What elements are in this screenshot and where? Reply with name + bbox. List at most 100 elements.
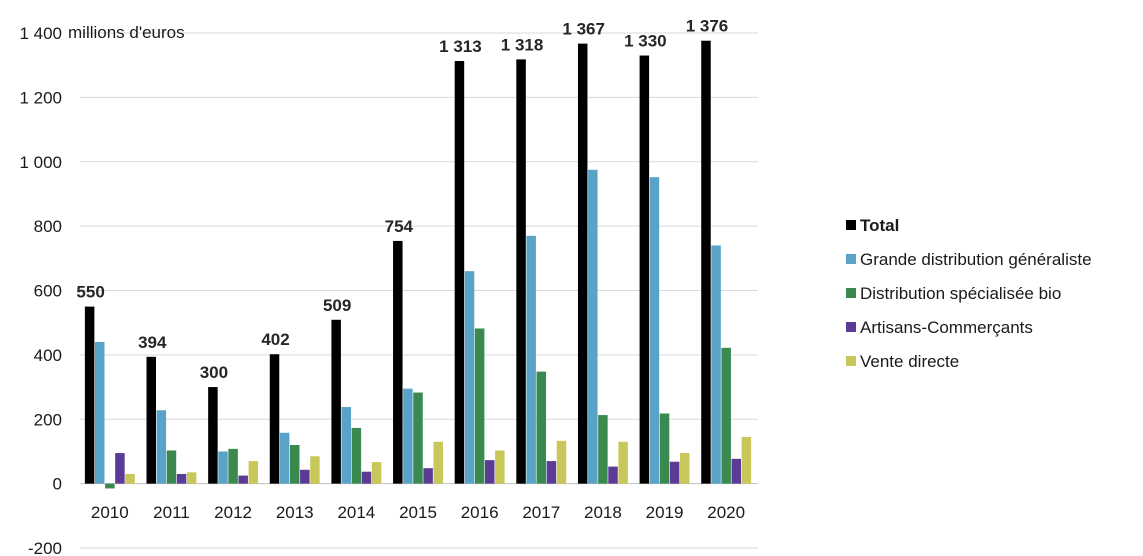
bar-grande-distribution-g-n-raliste-2018 [588,169,598,484]
data-labels: 550 394 300 402 509 754 1 313 1 318 1 367 1 330 1 … [76,17,728,382]
legend-entry: Grande distribution généraliste [860,250,1092,269]
y-tick-label: 400 [34,346,62,365]
data-label-2014: 509 [323,296,351,315]
bar-vente-directe-2012 [248,461,259,484]
bar-artisans-commer-ants-2020 [731,458,742,484]
data-label-2013: 402 [261,330,289,349]
y-tick-label: 1 200 [19,88,62,107]
bar-distribution-sp-cialis-e-bio-2016 [474,328,485,484]
y-tick-label: -200 [28,539,62,556]
legend-entry: Distribution spécialisée bio [860,284,1061,303]
data-label-2018: 1 367 [562,20,605,39]
y-tick-label: 600 [34,282,62,301]
bar-vente-directe-2017 [556,440,567,484]
x-tick-label-2017: 2017 [522,503,560,522]
bar-vente-directe-2014 [371,462,382,484]
y-tick-label: 1 400 [19,24,62,43]
bar-total-2020 [701,40,711,484]
y-tick-label: 800 [34,217,62,236]
bar-vente-directe-2015 [433,441,443,484]
bar-total-2010 [84,306,95,484]
bar-distribution-sp-cialis-e-bio-2014 [351,427,362,484]
x-tick-label-2020: 2020 [707,503,745,522]
bar-grande-distribution-g-n-raliste-2017 [526,235,536,484]
data-label-2017: 1 318 [501,35,544,54]
bar-distribution-sp-cialis-e-bio-2017 [536,371,547,484]
bar-grande-distribution-g-n-raliste-2015 [403,388,413,484]
bar-artisans-commer-ants-2018 [608,466,618,484]
bar-grande-distribution-g-n-raliste-2016 [464,271,475,484]
bar-distribution-sp-cialis-e-bio-2015 [413,392,423,484]
legend-swatch [846,220,856,230]
legend-entry: Vente directe [860,352,959,371]
bar-artisans-commer-ants-2017 [546,461,557,484]
bar-artisans-commer-ants-2016 [484,460,495,484]
bar-vente-directe-2016 [495,450,505,484]
bar-total-2017 [516,59,526,484]
y-tick-label: 200 [34,410,62,429]
bar-artisans-commer-ants-2012 [238,475,248,484]
bar-distribution-sp-cialis-e-bio-2013 [289,445,300,484]
x-tick-label-2013: 2013 [276,503,314,522]
bar-grande-distribution-g-n-raliste-2020 [711,245,721,484]
bar-grande-distribution-g-n-raliste-2012 [218,451,228,484]
legend-entry: Artisans-Commerçants [860,318,1033,337]
bar-artisans-commer-ants-2015 [423,468,433,484]
bar-artisans-commer-ants-2010 [115,453,125,484]
legend-swatch [846,356,856,366]
y-tick-label: 0 [53,475,62,494]
bar-total-2014 [331,319,341,484]
bar-vente-directe-2010 [125,473,135,484]
x-tick-label-2012: 2012 [214,503,252,522]
bar-artisans-commer-ants-2014 [361,471,372,484]
bar-grande-distribution-g-n-raliste-2014 [341,407,352,484]
bar-total-2013 [269,354,280,484]
bar-distribution-sp-cialis-e-bio-2010 [105,483,115,489]
bar-distribution-sp-cialis-e-bio-2011 [166,450,177,484]
legend-swatch [846,288,856,298]
bar-artisans-commer-ants-2013 [300,469,310,484]
bar-grande-distribution-g-n-raliste-2019 [649,177,660,484]
bar-artisans-commer-ants-2019 [669,461,680,484]
x-tick-label-2010: 2010 [91,503,129,522]
legend-swatch [846,254,856,264]
data-label-2012: 300 [200,363,228,382]
legend-entry: Total [860,216,899,235]
x-tick-label-2016: 2016 [461,503,499,522]
bar-vente-directe-2011 [186,472,197,484]
unit-label: millions d'euros [68,23,185,42]
bar-vente-directe-2020 [741,436,752,484]
y-axis-ticks: -200 0 200 400 600 800 1 000 1 200 1 400 [19,24,62,556]
x-tick-label-2019: 2019 [646,503,684,522]
data-label-2019: 1 330 [624,32,667,51]
bar-total-2015 [393,240,403,484]
bar-distribution-sp-cialis-e-bio-2012 [228,448,238,484]
bar-vente-directe-2013 [310,456,320,484]
bar-grande-distribution-g-n-raliste-2010 [94,342,105,484]
bar-total-2012 [208,387,218,484]
bar-total-2016 [454,61,465,484]
data-label-2015: 754 [385,217,414,236]
bar-grande-distribution-g-n-raliste-2011 [156,410,167,484]
y-tick-label: 1 000 [19,153,62,172]
bar-vente-directe-2019 [679,453,690,484]
bars [84,40,752,489]
legend: Total Grande distribution généraliste Dist… [846,216,1092,371]
data-label-2020: 1 376 [686,17,729,36]
bar-distribution-sp-cialis-e-bio-2018 [598,415,608,484]
x-tick-label-2015: 2015 [399,503,437,522]
data-label-2010: 550 [76,283,104,302]
data-label-2016: 1 313 [439,37,482,56]
x-tick-label-2011: 2011 [153,503,190,522]
x-tick-label-2014: 2014 [337,503,375,522]
bar-total-2019 [639,55,650,484]
bar-total-2011 [146,356,157,484]
bar-artisans-commer-ants-2011 [176,473,187,484]
bar-grande-distribution-g-n-raliste-2013 [279,432,290,484]
bar-distribution-sp-cialis-e-bio-2020 [721,347,731,484]
bar-distribution-sp-cialis-e-bio-2019 [659,413,670,484]
bar-total-2018 [577,43,588,484]
legend-swatch [846,322,856,332]
x-tick-label-2018: 2018 [584,503,622,522]
